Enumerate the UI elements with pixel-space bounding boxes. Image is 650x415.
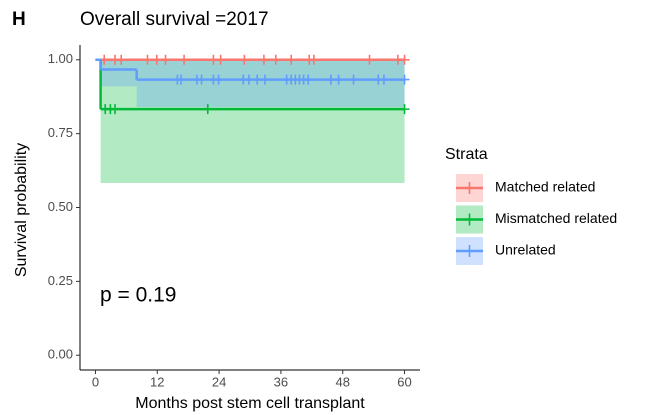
curves [95,54,410,115]
censor-mark [196,74,207,85]
y-axis-title: Survival probability [13,143,30,277]
ci-band [100,59,137,87]
x-axis-title: Months post stem cell transplant [135,395,365,412]
y-tick-label: 0.00 [48,347,73,362]
legend-mark [463,182,476,194]
censor-mark [259,74,270,85]
chart-title: Overall survival =2017 [80,9,269,30]
censor-mark [348,74,359,85]
censor-mark [378,74,389,85]
y-tick-label: 1.00 [48,51,73,66]
censor-mark [270,54,281,65]
y-tick-label: 0.25 [48,273,73,288]
legend-label: Unrelated [495,242,556,258]
censor-mark [303,74,314,85]
censor-mark [110,104,121,115]
censor-mark [99,54,110,65]
bands [100,59,405,183]
censor-mark [116,54,127,65]
censor-mark [399,74,410,85]
p-value: p = 0.19 [100,284,176,307]
censor-mark [239,54,250,65]
censor-mark [258,54,269,65]
censor-mark [308,54,319,65]
censor-mark [364,54,375,65]
x-tick-label: 36 [274,374,288,389]
legend-mark [463,213,476,226]
x-tick-label: 0 [92,374,99,389]
censor-mark [213,74,224,85]
censor-mark [399,54,410,65]
x-tick-label: 24 [212,374,226,389]
censor-mark [160,54,171,65]
censor-mark [333,74,344,85]
legend-label: Mismatched related [495,210,617,226]
censor-mark [151,54,162,65]
censor-mark [286,54,297,65]
censor-mark [179,54,190,65]
censor-mark [215,54,226,65]
panel-label: H [12,9,26,30]
y-tick-label: 0.75 [48,125,73,140]
censor-mark [399,104,410,115]
y-tick-label: 0.50 [48,199,73,214]
censor-mark [175,74,186,85]
x-tick-label: 12 [150,374,164,389]
legend-title: Strata [445,146,488,163]
x-tick-label: 60 [397,374,411,389]
censor-mark [202,104,213,115]
legend-label: Matched related [495,179,595,195]
censor-mark [142,54,153,65]
legend-mark [463,245,476,257]
x-tick-label: 48 [335,374,349,389]
